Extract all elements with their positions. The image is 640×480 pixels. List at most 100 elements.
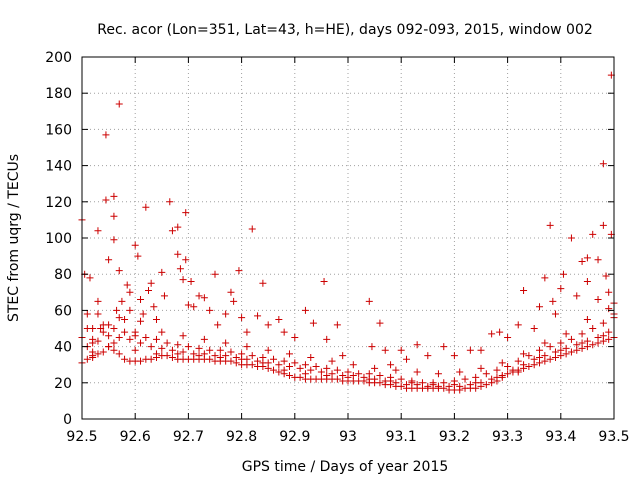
- data-point: [429, 381, 437, 389]
- data-point: [291, 359, 299, 367]
- data-point: [520, 350, 528, 358]
- data-point: [168, 346, 176, 354]
- data-point: [514, 357, 522, 365]
- data-point: [174, 350, 182, 358]
- data-point: [227, 357, 235, 365]
- data-point: [403, 381, 411, 389]
- data-point: [94, 297, 102, 305]
- x-tick-label: 93.4: [545, 429, 576, 445]
- data-point: [307, 353, 315, 361]
- data-point: [546, 343, 554, 351]
- data-point: [131, 241, 139, 249]
- data-point: [115, 334, 123, 342]
- data-point: [190, 303, 198, 311]
- data-point: [126, 288, 134, 296]
- data-point: [413, 381, 421, 389]
- data-point: [254, 357, 262, 365]
- data-point: [599, 221, 607, 229]
- data-point: [150, 303, 158, 311]
- data-point: [541, 352, 549, 360]
- data-point: [163, 352, 171, 360]
- data-point: [222, 310, 230, 318]
- data-point: [589, 341, 597, 349]
- y-tick-label: 0: [63, 412, 72, 428]
- x-axis-label: GPS time / Days of year 2015: [242, 459, 449, 475]
- data-point: [392, 379, 400, 387]
- data-point: [434, 370, 442, 378]
- data-point: [179, 332, 187, 340]
- data-point: [557, 346, 565, 354]
- data-point: [551, 348, 559, 356]
- data-point: [520, 286, 528, 294]
- y-tick-label: 120: [45, 195, 72, 211]
- data-point: [259, 359, 267, 367]
- data-point: [403, 355, 411, 363]
- data-point: [238, 355, 246, 363]
- data-point: [397, 382, 405, 390]
- data-point: [557, 285, 565, 293]
- data-point: [599, 332, 607, 340]
- data-point: [195, 352, 203, 360]
- data-point: [594, 334, 602, 342]
- data-point: [105, 343, 113, 351]
- data-point: [131, 332, 139, 340]
- data-point: [509, 366, 517, 374]
- data-point: [206, 346, 214, 354]
- data-point: [214, 321, 222, 329]
- data-point: [450, 352, 458, 360]
- data-point: [285, 363, 293, 371]
- data-point: [482, 381, 490, 389]
- data-point: [160, 292, 168, 300]
- data-point: [456, 368, 464, 376]
- data-point: [110, 192, 118, 200]
- data-point: [216, 346, 224, 354]
- data-point: [496, 328, 504, 336]
- data-point: [461, 375, 469, 383]
- data-point: [184, 343, 192, 351]
- data-point: [137, 339, 145, 347]
- data-point: [102, 131, 110, 139]
- data-point: [280, 366, 288, 374]
- chart-title: Rec. acor (Lon=351, Lat=43, h=HE), days …: [97, 22, 593, 38]
- data-point: [139, 310, 147, 318]
- data-point: [392, 366, 400, 374]
- data-point: [589, 325, 597, 332]
- data-points: [78, 71, 618, 394]
- data-point: [142, 203, 150, 211]
- data-point: [440, 343, 448, 351]
- data-point: [413, 341, 421, 349]
- data-point: [312, 363, 320, 371]
- data-point: [477, 346, 485, 354]
- data-point: [248, 352, 256, 360]
- data-point: [301, 361, 309, 369]
- data-point: [110, 236, 118, 244]
- data-point: [525, 352, 533, 360]
- data-point: [456, 382, 464, 390]
- data-point: [86, 274, 94, 282]
- data-point: [583, 315, 591, 323]
- data-point: [179, 348, 187, 356]
- data-point: [270, 366, 278, 374]
- data-point: [344, 373, 352, 381]
- data-point: [176, 265, 184, 273]
- data-point: [562, 344, 570, 352]
- data-point: [200, 335, 208, 343]
- data-point: [445, 382, 453, 390]
- data-point: [121, 328, 129, 336]
- data-point: [536, 353, 544, 361]
- data-point: [381, 346, 389, 354]
- data-point: [514, 368, 522, 376]
- data-point: [371, 364, 379, 372]
- data-point: [424, 352, 432, 360]
- data-point: [206, 355, 214, 363]
- y-tick-labels: 0 20 40 60 80 100 120 140 160 180 200: [45, 50, 72, 428]
- data-point: [349, 361, 357, 369]
- axis-ticks: [81, 56, 615, 420]
- data-point: [137, 296, 145, 304]
- data-point: [418, 379, 426, 387]
- data-point: [424, 382, 432, 390]
- x-tick-label: 93.3: [492, 429, 523, 445]
- y-tick-label: 160: [45, 122, 72, 138]
- data-point: [323, 372, 331, 380]
- data-point: [301, 306, 309, 314]
